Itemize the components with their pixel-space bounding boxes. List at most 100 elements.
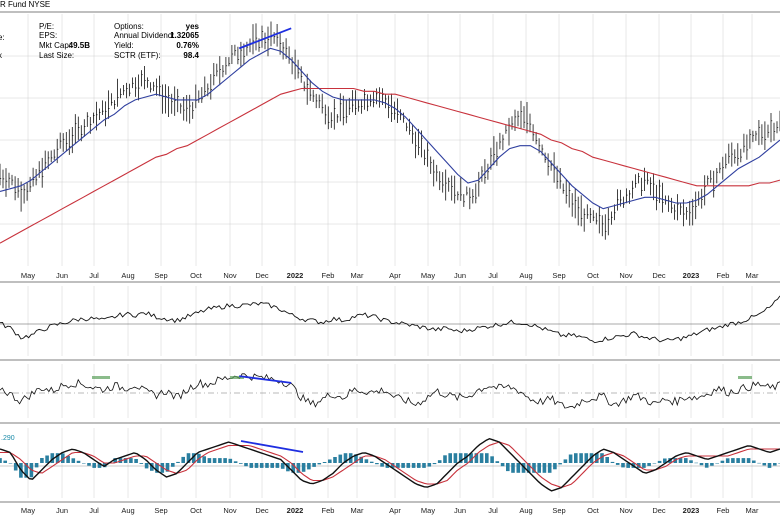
macd-histogram-bar [762, 463, 767, 466]
macd-histogram-bar [579, 453, 583, 463]
macd-histogram-bar [584, 453, 589, 463]
macd-histogram-bar [92, 463, 96, 468]
macd-histogram-bar [364, 459, 369, 463]
yield-value: 0.76% [176, 41, 199, 50]
x-tick-label: Sep [552, 506, 565, 515]
macd-histogram-bar [223, 458, 227, 463]
macd-histogram-bar [469, 453, 473, 463]
macd-histogram-bar [568, 454, 573, 463]
overbought-fill [738, 376, 752, 379]
x-tick-label: Nov [619, 271, 633, 280]
x-tick-label: May [421, 271, 435, 280]
x-tick-label: Oct [190, 506, 203, 515]
macd-histogram-bar [558, 463, 562, 465]
x-tick-label: Feb [717, 271, 730, 280]
oscillator-trendline [239, 375, 292, 384]
macd-panel [0, 437, 780, 492]
x-tick-label: Sep [552, 271, 565, 280]
macd-histogram-bar [684, 458, 688, 463]
macd-histogram-bar [40, 458, 44, 463]
options-label: Options: [114, 22, 144, 31]
macd-histogram-bar [280, 463, 285, 469]
cut-label-2: x [0, 51, 2, 60]
x-tick-label: Nov [223, 271, 237, 280]
mktcap-value: 49.5B [69, 41, 91, 50]
macd-histogram-bar [13, 463, 18, 471]
macd-histogram-bar [401, 463, 405, 468]
macd-histogram-bar [715, 463, 719, 464]
macd-histogram-bar [563, 459, 568, 463]
macd-histogram-bar [657, 460, 662, 463]
macd-histogram-bar [396, 463, 400, 468]
macd-histogram-bar [427, 463, 432, 467]
x-tick-label: Jun [56, 271, 68, 280]
x-tick-label: Feb [717, 506, 730, 515]
x-tick-label: Aug [121, 506, 134, 515]
x-tick-label: Jun [454, 271, 466, 280]
macd-histogram-bar [411, 463, 416, 468]
macd-histogram-bar [249, 463, 254, 468]
macd-histogram-bar [369, 461, 374, 463]
macd-histogram-bar [8, 463, 13, 464]
macd-histogram-bar [144, 463, 149, 469]
macd-histogram-bar [134, 459, 138, 463]
macd-histogram-bar [233, 461, 238, 463]
macd-histogram-bar [678, 458, 683, 463]
macd-histogram-bar [757, 462, 761, 464]
macd-histogram-bar [720, 460, 725, 463]
overbought-fill [92, 376, 110, 379]
eps-label: EPS: [39, 31, 57, 40]
macd-histogram-bar [511, 463, 515, 473]
macd-histogram-bar [642, 463, 646, 468]
macd-histogram-bar [773, 463, 777, 466]
oscillator-line [0, 373, 780, 409]
x-tick-label: Nov [619, 506, 633, 515]
sctr-label: SCTR (ETF): [114, 51, 161, 60]
grid-layer [0, 11, 780, 503]
macd-histogram-bar [186, 453, 191, 463]
x-tick-label: Aug [519, 271, 532, 280]
x-tick-label: 2023 [683, 506, 700, 515]
macd-histogram-bar [301, 463, 306, 472]
macd-histogram-bar [380, 463, 384, 467]
macd-histogram-bar [97, 463, 102, 468]
macd-histogram-bar [50, 453, 55, 463]
macd-histogram-bar [202, 456, 206, 463]
macd-histogram-bar [212, 458, 217, 463]
macd-histogram-bar [652, 463, 657, 464]
dividend-value: 1.32065 [170, 31, 199, 40]
macd-top-label: .290 [1, 435, 15, 442]
price-trendline [238, 27, 292, 50]
macd-histogram-bar [437, 460, 442, 463]
macd-histogram-bar [417, 463, 421, 468]
macd-histogram-bar [291, 463, 295, 473]
macd-histogram-bar [443, 455, 447, 463]
macd-trendline [240, 440, 304, 453]
macd-histogram-bar [526, 463, 531, 473]
x-tick-label: Jul [89, 506, 99, 515]
macd-histogram-bar [752, 460, 756, 463]
macd-histogram-bar [553, 463, 557, 470]
macd-histogram-bar [537, 463, 541, 473]
x-tick-label: May [21, 271, 35, 280]
macd-histogram-bar [160, 463, 165, 473]
x-tick-label: Jun [454, 506, 466, 515]
macd-histogram-bar [453, 453, 458, 463]
macd-histogram-bar [490, 456, 494, 463]
macd-histogram-bar [165, 463, 170, 472]
x-tick-label: Mar [351, 271, 364, 280]
x-tick-label: Nov [223, 506, 237, 515]
x-tick-label: Sep [154, 271, 167, 280]
macd-histogram-bar [741, 458, 746, 463]
macd-histogram-bar [448, 453, 452, 463]
macd-histogram-bar [343, 453, 348, 463]
macd-histogram-bar [663, 458, 667, 463]
lastsize-label: Last Size: [39, 51, 74, 60]
macd-histogram-bar [516, 463, 521, 473]
sctr-value: 98.4 [183, 51, 199, 60]
macd-line [0, 437, 780, 492]
macd-histogram-bar [615, 463, 620, 465]
x-tick-label: 2023 [683, 271, 700, 280]
x-tick-label: Aug [519, 506, 532, 515]
macd-histogram-bar [312, 463, 316, 467]
